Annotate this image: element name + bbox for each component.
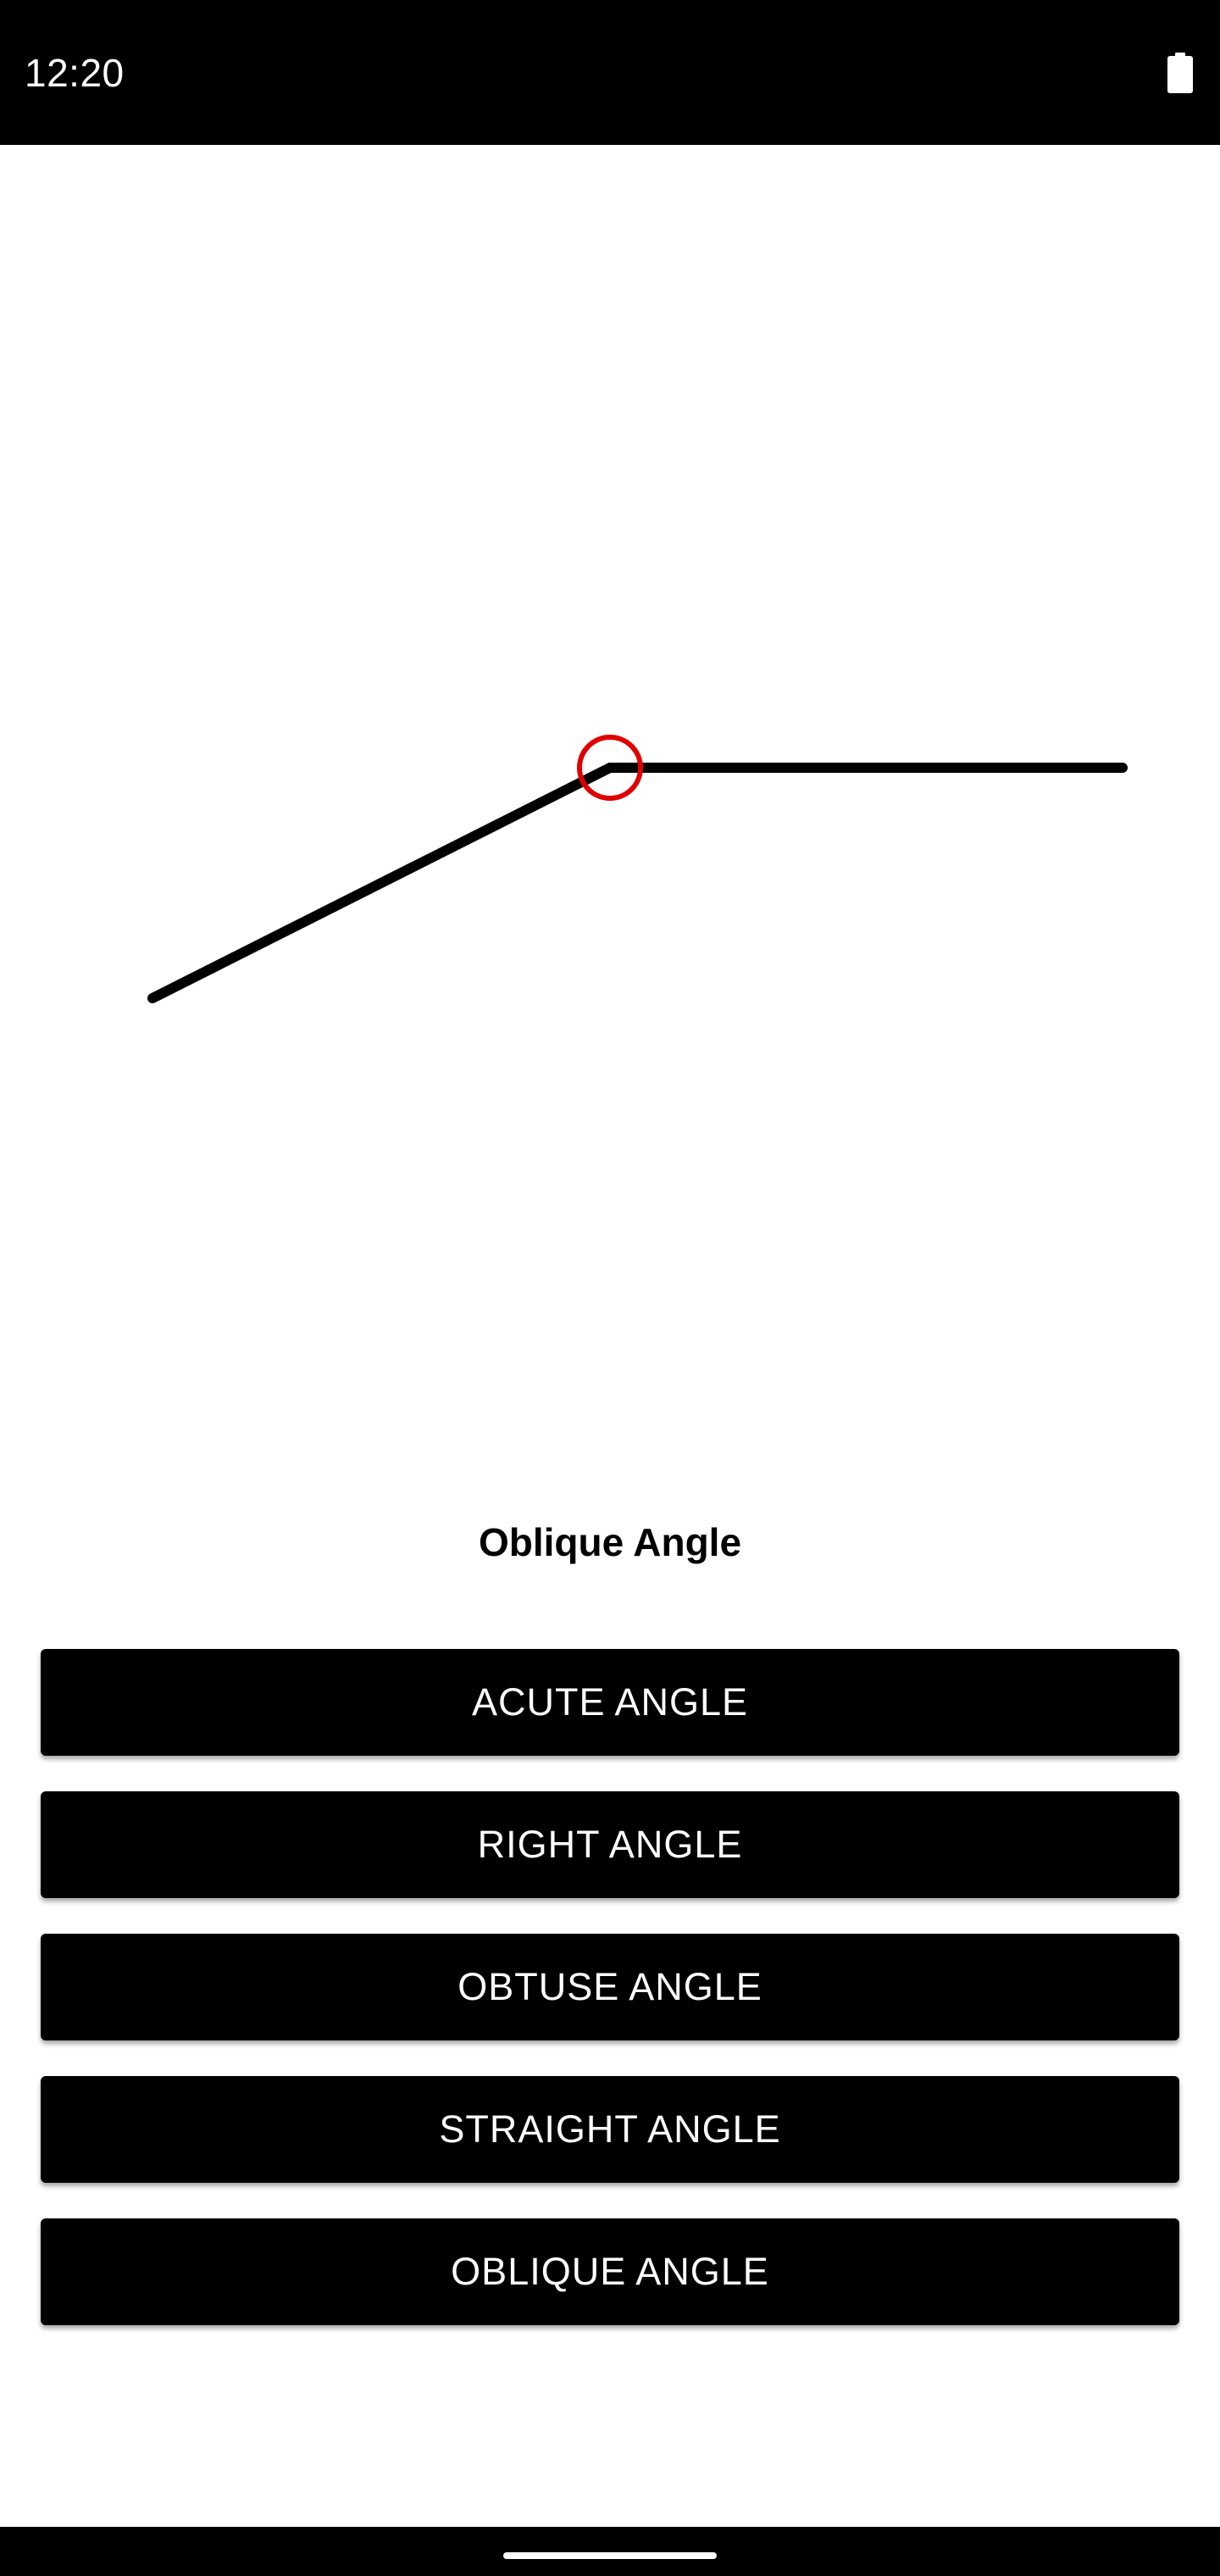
battery-full-icon (1167, 53, 1193, 93)
right-angle-button[interactable]: RIGHT ANGLE (41, 1791, 1179, 1898)
home-indicator[interactable] (503, 2552, 717, 2559)
navigation-bar (0, 2527, 1220, 2576)
acute-angle-button[interactable]: ACUTE ANGLE (41, 1649, 1179, 1756)
obtuse-angle-button[interactable]: OBTUSE ANGLE (41, 1934, 1179, 2040)
angle-canvas (0, 145, 1220, 1492)
angle-buttons: ACUTE ANGLE RIGHT ANGLE OBTUSE ANGLE STR… (41, 1649, 1179, 2361)
angle-drawing (147, 735, 1128, 1003)
status-time: 12:20 (25, 51, 125, 95)
angle-vertex-marker (577, 735, 643, 801)
straight-angle-button[interactable]: STRAIGHT ANGLE (41, 2076, 1179, 2183)
current-angle-label: Oblique Angle (478, 1520, 742, 1564)
angle-ray-left (147, 763, 615, 1003)
status-bar: 12:20 (0, 0, 1220, 145)
oblique-angle-button[interactable]: OBLIQUE ANGLE (41, 2218, 1179, 2325)
